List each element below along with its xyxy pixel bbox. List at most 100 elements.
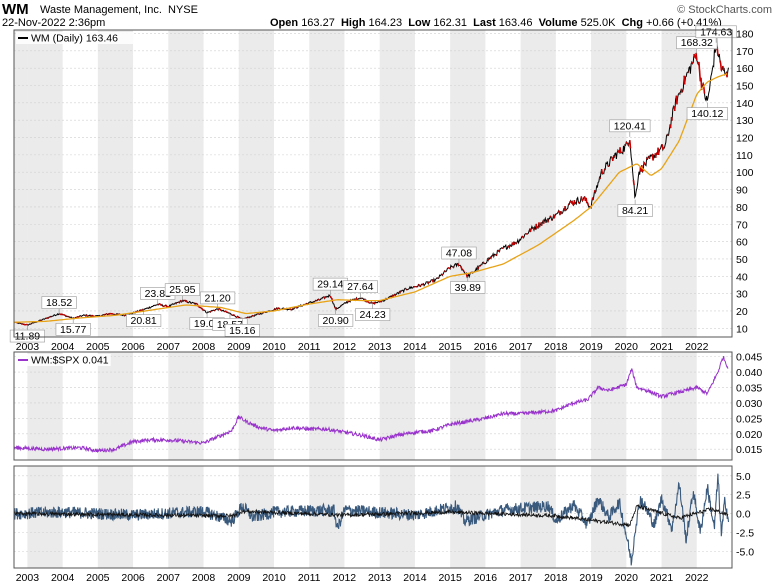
y-tick-label: 5.0 xyxy=(736,471,751,483)
y-tick-label: 0.0 xyxy=(736,509,751,521)
volume-label: Volume xyxy=(538,17,578,29)
annotation-label: 29.14 xyxy=(317,279,343,291)
x-tick-label: 2014 xyxy=(403,572,427,584)
x-tick-label: 2013 xyxy=(368,341,392,353)
company-label: Waste Management, Inc. xyxy=(40,4,162,16)
annotation-box xyxy=(9,329,45,343)
x-tick-label: 2008 xyxy=(192,341,216,353)
x-tick-label: 2012 xyxy=(333,341,357,353)
price-annotation: 21.20 xyxy=(200,291,236,309)
x-tick-label: 2005 xyxy=(86,572,110,584)
moving-average-line xyxy=(13,73,728,323)
x-tick-label: 2017 xyxy=(509,572,533,584)
quote-summary: Open 163.27 High 164.23 Low 162.31 Last … xyxy=(270,17,722,29)
year-band xyxy=(661,30,697,337)
x-tick-label: 2019 xyxy=(579,572,603,584)
y-tick-label: 0.035 xyxy=(736,382,762,394)
annotation-label: 174.63 xyxy=(700,26,732,38)
y-tick-label: 30 xyxy=(736,289,748,301)
annotation-box xyxy=(126,314,162,327)
high-value: 164.23 xyxy=(368,17,403,29)
annotation-label: 39.89 xyxy=(455,282,481,294)
annotation-box xyxy=(55,323,91,336)
y-tick-label: 0.020 xyxy=(736,429,762,441)
price-legend: WM (Daily) 163.46 xyxy=(16,32,134,45)
y-tick-label: 0.045 xyxy=(736,352,762,364)
legends: WM (Daily) 163.46 WM:$SPX 0.041 xyxy=(16,32,134,367)
price-annotation: 15.16 xyxy=(224,319,260,337)
annotation-box xyxy=(41,296,77,309)
volume-value: 525.0K xyxy=(580,17,616,29)
annotation-label: 15.77 xyxy=(60,324,86,336)
annotation-label: 27.64 xyxy=(347,281,373,293)
y-tick-label: 50 xyxy=(736,254,748,266)
price-annotation: 27.64 xyxy=(342,280,378,298)
y-tick-label: -5.0 xyxy=(736,546,754,558)
x-tick-label: 2022 xyxy=(685,341,709,353)
year-band xyxy=(27,30,63,337)
year-band xyxy=(591,352,627,460)
y-tick-label: 60 xyxy=(736,237,748,249)
y-tick-label: 2.5 xyxy=(736,490,751,502)
x-tick-label: 2022 xyxy=(685,572,709,584)
year-band xyxy=(450,352,486,460)
x-tick-label: 2008 xyxy=(192,572,216,584)
stockcharts-logo: © StockCharts.com xyxy=(677,4,772,16)
x-tick-label: 2012 xyxy=(333,572,357,584)
ratio-legend: WM:$SPX 0.041 xyxy=(16,354,111,367)
legend-bg xyxy=(16,354,111,366)
x-tick-label: 2010 xyxy=(262,341,286,353)
annotation-label: 18.52 xyxy=(46,297,72,309)
price-annotation: 29.14 xyxy=(312,277,348,296)
y-tick-label: 150 xyxy=(736,81,754,93)
annotation-box xyxy=(450,281,486,294)
company-name: Waste Management, Inc. NYSE xyxy=(40,4,198,16)
y-tick-label: 0.025 xyxy=(736,413,762,425)
x-tick-label: 2010 xyxy=(262,572,286,584)
annotation-box xyxy=(609,119,651,133)
x-tick-label: 2016 xyxy=(474,572,498,584)
annotation-label: 20.90 xyxy=(323,315,349,327)
x-tick-label: 2019 xyxy=(579,341,603,353)
annotation-label: 120.41 xyxy=(614,120,646,132)
price-annotation: 140.12 xyxy=(686,102,728,120)
price-annotation: 84.21 xyxy=(617,199,653,217)
year-band xyxy=(379,30,415,337)
oscillator-line xyxy=(13,473,730,566)
annotation-label: 84.21 xyxy=(622,205,648,217)
panel-0-border xyxy=(13,29,733,338)
ticker-symbol: WM xyxy=(2,1,29,18)
low-label: Low xyxy=(408,17,431,29)
x-tick-label: 2005 xyxy=(86,341,110,353)
year-band xyxy=(97,352,134,460)
year-band xyxy=(238,352,275,460)
x-tick-label: 2015 xyxy=(438,572,462,584)
x-tick-label: 2009 xyxy=(227,341,251,353)
x-tick-label: 2021 xyxy=(650,572,674,584)
x-tick-label: 2004 xyxy=(51,572,75,584)
price-annotation: 11.89 xyxy=(9,325,45,343)
open-label: Open xyxy=(270,17,299,29)
annotation-box xyxy=(617,204,653,217)
price-annotation: 47.08 xyxy=(441,246,477,265)
y-tick-label: 140 xyxy=(736,98,754,110)
year-band xyxy=(379,352,415,460)
annotation-box xyxy=(355,308,391,321)
last-label: Last xyxy=(473,17,496,29)
price-annotation: 120.41 xyxy=(609,119,651,137)
price-annotation: 20.81 xyxy=(126,309,162,327)
annotation-box xyxy=(200,291,236,305)
year-band xyxy=(520,466,556,568)
annotation-label: 21.20 xyxy=(204,292,230,304)
annotation-label: 20.81 xyxy=(131,315,157,327)
x-tick-label: 2020 xyxy=(615,341,639,353)
legend-bg xyxy=(16,32,134,44)
legend-label: WM:$SPX 0.041 xyxy=(31,355,109,367)
price-annotation: 15.77 xyxy=(55,318,91,336)
y-tick-label: 120 xyxy=(736,133,754,145)
y-tick-label: 100 xyxy=(736,167,754,179)
price-annotation: 168.32 xyxy=(676,36,718,54)
annotation-label: 140.12 xyxy=(691,108,723,120)
annotation-box xyxy=(342,280,378,294)
oscillator-baseline xyxy=(13,504,729,528)
